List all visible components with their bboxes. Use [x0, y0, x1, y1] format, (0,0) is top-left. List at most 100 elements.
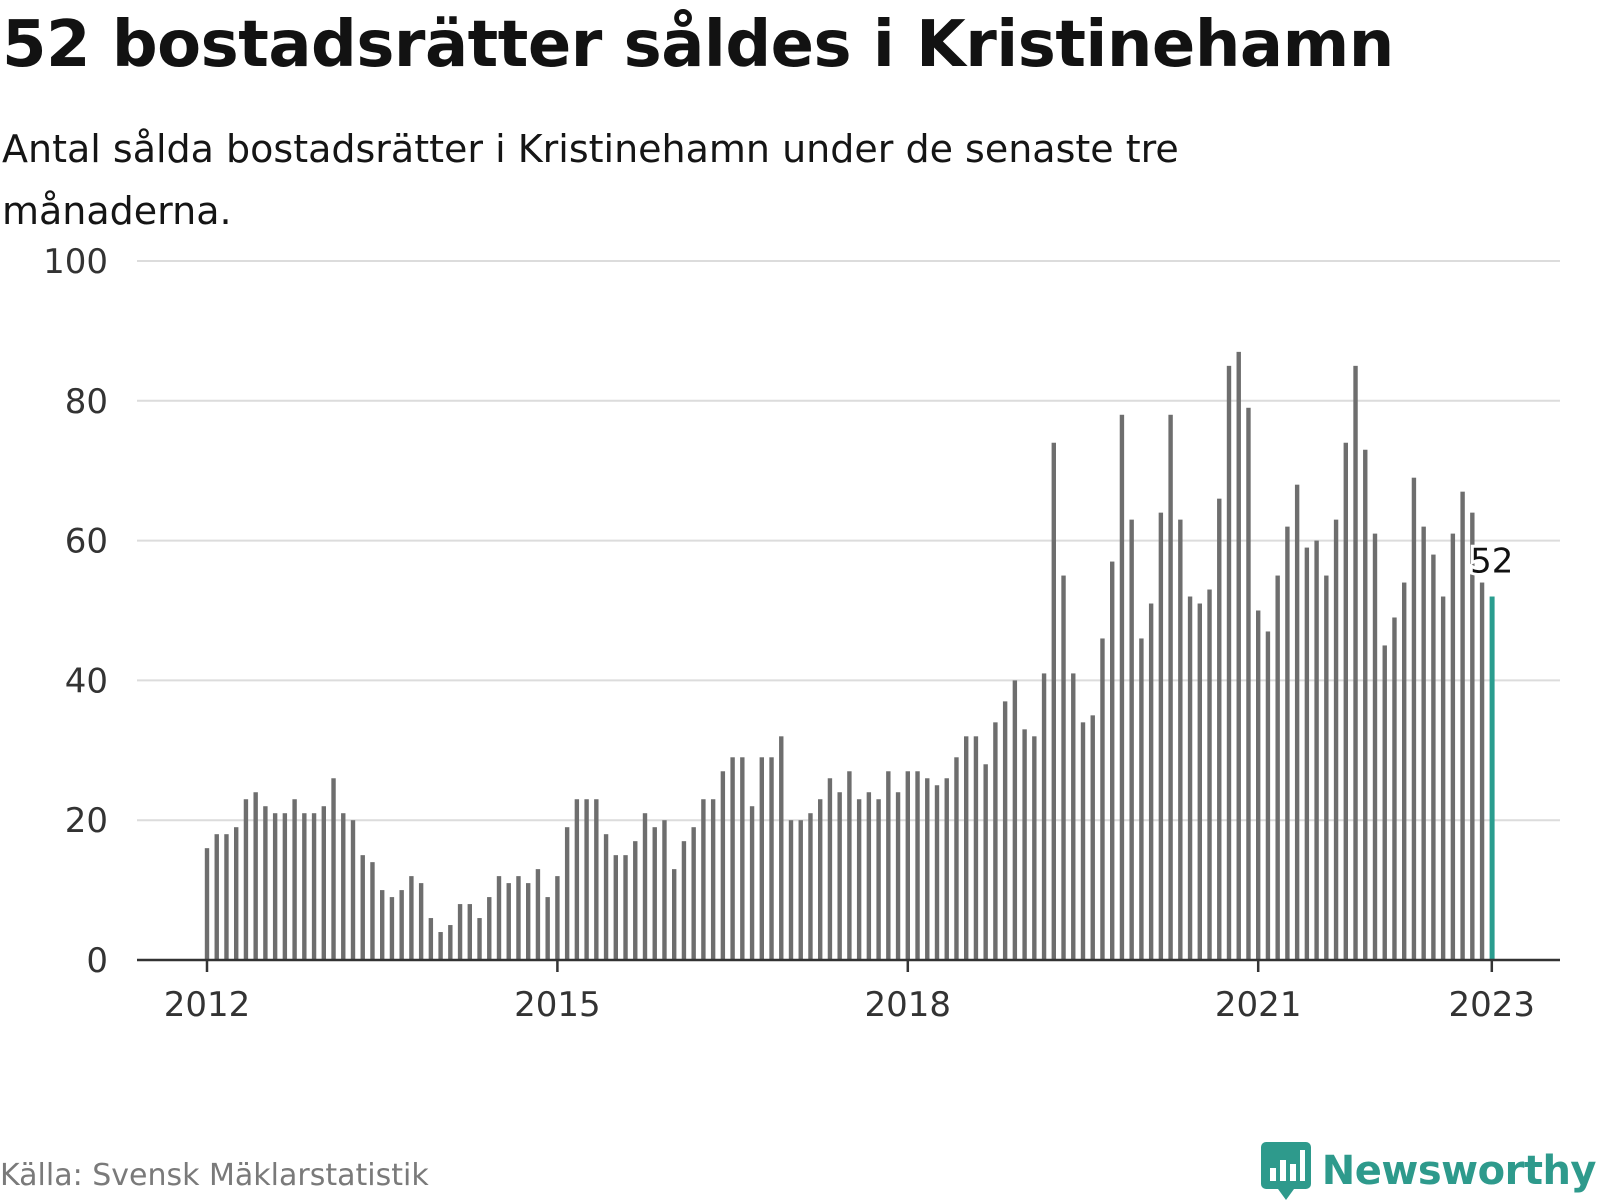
bar: [672, 869, 677, 960]
y-tick-label: 40: [65, 661, 108, 701]
bar: [1324, 575, 1329, 960]
bar: [642, 813, 648, 960]
x-tick-label: 2012: [164, 985, 251, 1025]
bar: [1187, 596, 1193, 960]
brand-name: Newsworthy: [1321, 1148, 1597, 1194]
bar: [944, 778, 949, 960]
bar: [272, 813, 278, 960]
bar: [1061, 575, 1066, 960]
bar: [389, 897, 395, 960]
bar: [740, 757, 745, 960]
bar: [253, 792, 258, 960]
bar: [282, 813, 288, 960]
y-tick-label: 60: [65, 522, 108, 562]
highlighted-bar: [1489, 596, 1495, 960]
bar: [905, 771, 910, 960]
bar: [477, 918, 482, 960]
bar: [1158, 512, 1164, 960]
bar: [1051, 442, 1056, 960]
bar: [633, 841, 638, 960]
bar: [1421, 526, 1426, 960]
brand-logo[interactable]: Newsworthy: [1260, 1140, 1597, 1202]
y-tick-label: 80: [65, 382, 108, 422]
bar: [847, 771, 852, 960]
bar: [1256, 610, 1261, 960]
bar: [1294, 484, 1300, 960]
bar: [1226, 365, 1232, 961]
bar: [1450, 533, 1456, 960]
bar: [1411, 477, 1417, 960]
bar: [925, 778, 930, 960]
bar: [1275, 575, 1280, 960]
bar: [1148, 603, 1154, 960]
bar: [1002, 701, 1008, 960]
bar: [263, 806, 268, 960]
y-tick-label: 20: [65, 801, 108, 841]
bar: [204, 848, 210, 960]
bar: [710, 799, 716, 960]
bar: [234, 827, 239, 960]
bar: [798, 820, 803, 960]
bar: [1460, 491, 1465, 960]
y-tick-label: 100: [43, 242, 108, 282]
bar: [545, 897, 550, 960]
bar: [613, 855, 618, 960]
bar: [837, 792, 842, 960]
bar: [1139, 638, 1144, 960]
bar: [1080, 722, 1086, 960]
bar: [973, 736, 979, 960]
data-label: 52: [1470, 542, 1513, 582]
bar: [380, 890, 385, 960]
bar: [788, 820, 794, 960]
bar: [1119, 414, 1125, 960]
bar: [701, 799, 706, 960]
bar: [818, 799, 823, 960]
bar: [1304, 547, 1310, 960]
bar: [506, 883, 511, 960]
bar: [487, 897, 492, 960]
bar: [214, 834, 219, 960]
bar: [720, 771, 726, 960]
bar: [438, 932, 443, 960]
bar: [691, 827, 696, 960]
bar: [964, 736, 969, 960]
bar: [584, 799, 589, 960]
bar: [769, 757, 774, 960]
bar: [341, 813, 346, 960]
bar: [1440, 596, 1446, 960]
bar: [886, 771, 891, 960]
bar: [1343, 442, 1348, 960]
bar: [730, 757, 735, 960]
bar: [759, 757, 764, 960]
bar: [448, 925, 453, 960]
bar: [749, 806, 755, 960]
bar: [1392, 617, 1397, 960]
bar: [535, 869, 541, 960]
bar: [1207, 589, 1212, 960]
bar: [574, 799, 580, 960]
bar: [983, 764, 988, 960]
newsworthy-logo-icon: [1260, 1142, 1311, 1200]
bar: [808, 813, 813, 960]
bar: [428, 918, 434, 960]
bar: [1246, 407, 1251, 960]
bar: [1431, 554, 1436, 960]
bar: [993, 722, 998, 960]
bar: [564, 827, 570, 960]
bar: [370, 862, 375, 960]
bar: [496, 876, 502, 960]
bar: [1479, 582, 1485, 960]
bar: [1314, 540, 1319, 960]
bar: [681, 841, 687, 960]
bar: [1353, 365, 1358, 961]
chart-title: 52 bostadsrätter såldes i Kristinehamn: [2, 8, 1394, 82]
bar: [555, 876, 560, 960]
bar: [360, 855, 365, 960]
bar: [779, 736, 784, 960]
bar: [1012, 680, 1018, 960]
bar: [457, 904, 463, 960]
bar: [526, 883, 531, 960]
bar: [302, 813, 307, 960]
bar: [418, 883, 424, 960]
chart-subtitle: Antal sålda bostadsrätter i Kristinehamn…: [2, 127, 1179, 233]
